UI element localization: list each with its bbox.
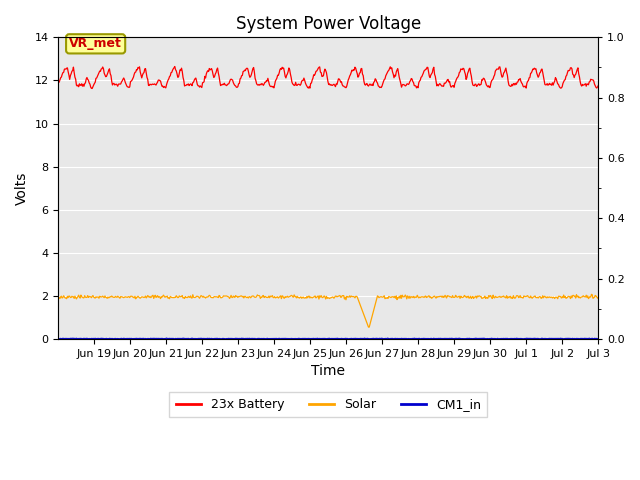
Solar (175, 295, 182, 300)
CM1_in (519, 336, 527, 342)
Solar (120, 295, 127, 300)
23x Battery (65, 69, 72, 75)
Y-axis label: Volts: Volts (15, 171, 29, 205)
CM1_in (204, 336, 212, 341)
Legend: 23x Battery, Solar, CM1_in: 23x Battery, Solar, CM1_in (170, 392, 487, 417)
Line: Solar: Solar (58, 294, 598, 327)
CM1_in (175, 336, 183, 341)
23x Battery (396, 74, 403, 80)
Solar (588, 291, 595, 297)
Line: 23x Battery: 23x Battery (58, 67, 598, 88)
23x Battery (120, 77, 128, 83)
CM1_in (54, 336, 62, 342)
Solar (410, 295, 418, 300)
X-axis label: Time: Time (311, 364, 346, 378)
Solar (65, 295, 72, 300)
Text: VR_met: VR_met (69, 37, 122, 50)
Solar (365, 324, 372, 330)
Solar (595, 295, 602, 300)
Solar (395, 295, 403, 301)
23x Battery (595, 83, 602, 88)
CM1_in (410, 336, 418, 341)
23x Battery (176, 67, 184, 73)
23x Battery (411, 83, 419, 89)
23x Battery (205, 69, 212, 74)
23x Battery (54, 79, 62, 85)
CM1_in (65, 336, 72, 341)
Solar (54, 296, 62, 301)
23x Battery (88, 85, 96, 91)
Line: CM1_in: CM1_in (58, 338, 598, 339)
Solar (204, 294, 211, 300)
CM1_in (163, 335, 170, 341)
Title: System Power Voltage: System Power Voltage (236, 15, 421, 33)
23x Battery (171, 64, 179, 70)
CM1_in (120, 336, 127, 341)
CM1_in (595, 336, 602, 342)
CM1_in (395, 336, 403, 341)
